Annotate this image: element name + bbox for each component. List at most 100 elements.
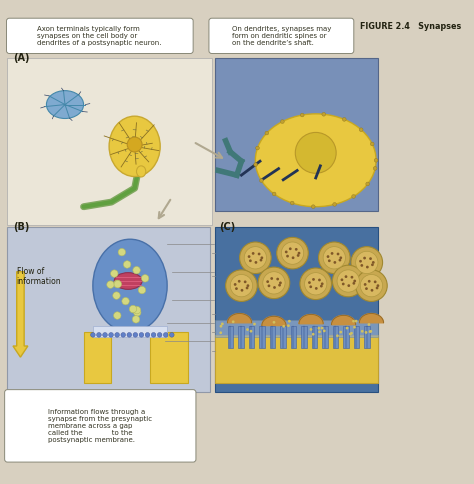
Circle shape (226, 270, 257, 302)
Circle shape (360, 264, 363, 267)
Bar (150, 332, 188, 383)
Circle shape (374, 158, 378, 162)
Text: FIGURE 2.4   Synapses: FIGURE 2.4 Synapses (360, 22, 462, 31)
Polygon shape (331, 316, 356, 325)
Circle shape (139, 333, 144, 337)
Circle shape (276, 278, 279, 280)
Ellipse shape (93, 239, 167, 332)
Circle shape (127, 333, 132, 337)
Circle shape (277, 237, 308, 269)
Circle shape (352, 320, 355, 322)
Circle shape (250, 330, 253, 333)
Circle shape (310, 328, 312, 331)
Circle shape (312, 278, 315, 281)
Circle shape (339, 331, 342, 333)
Circle shape (347, 284, 350, 287)
Bar (216, 58, 378, 212)
Circle shape (363, 257, 366, 259)
Circle shape (298, 252, 301, 255)
Circle shape (123, 261, 131, 268)
Bar (311, 326, 317, 348)
Circle shape (253, 323, 256, 325)
Circle shape (113, 292, 120, 299)
Circle shape (279, 282, 282, 284)
Circle shape (127, 137, 142, 152)
Bar (93, 326, 167, 337)
Bar (8, 227, 210, 393)
Circle shape (110, 270, 118, 277)
Circle shape (272, 192, 276, 196)
Circle shape (114, 280, 121, 287)
Circle shape (350, 332, 353, 334)
Circle shape (109, 333, 113, 337)
Circle shape (97, 333, 101, 337)
Ellipse shape (137, 166, 146, 177)
Text: Flow of
information: Flow of information (17, 267, 61, 287)
Circle shape (219, 332, 222, 334)
Circle shape (273, 286, 276, 289)
Circle shape (278, 284, 281, 287)
FancyBboxPatch shape (5, 390, 196, 462)
Circle shape (353, 326, 356, 329)
Bar (8, 58, 212, 225)
Circle shape (291, 201, 294, 205)
Circle shape (263, 272, 285, 294)
Circle shape (349, 333, 352, 335)
FancyBboxPatch shape (7, 18, 193, 54)
Circle shape (369, 257, 372, 260)
Circle shape (103, 333, 107, 337)
Circle shape (342, 118, 346, 121)
Bar (332, 326, 338, 348)
Circle shape (157, 333, 162, 337)
Circle shape (221, 322, 224, 325)
Circle shape (360, 274, 383, 297)
Circle shape (338, 259, 341, 261)
Bar (343, 326, 348, 348)
Circle shape (255, 146, 259, 150)
Circle shape (107, 281, 114, 288)
Circle shape (312, 333, 315, 335)
Circle shape (336, 334, 339, 337)
Circle shape (295, 248, 298, 251)
Circle shape (282, 325, 285, 328)
Circle shape (318, 279, 321, 281)
Bar (301, 326, 307, 348)
Circle shape (366, 266, 369, 269)
Circle shape (372, 261, 374, 264)
Circle shape (322, 112, 326, 116)
Circle shape (288, 320, 291, 323)
Bar (354, 326, 359, 348)
Circle shape (273, 321, 275, 324)
Circle shape (292, 257, 294, 259)
Circle shape (115, 333, 119, 337)
Circle shape (297, 254, 300, 257)
Circle shape (305, 272, 327, 295)
Bar (259, 326, 264, 348)
Circle shape (267, 285, 270, 287)
Polygon shape (262, 317, 286, 326)
Circle shape (252, 252, 255, 255)
Circle shape (327, 255, 329, 258)
Circle shape (318, 331, 321, 333)
Circle shape (337, 253, 339, 256)
Circle shape (370, 142, 374, 146)
Circle shape (235, 287, 238, 290)
Circle shape (282, 242, 304, 264)
Circle shape (353, 280, 356, 282)
Circle shape (141, 274, 149, 282)
Circle shape (352, 195, 356, 198)
Ellipse shape (114, 272, 142, 289)
Circle shape (241, 289, 243, 292)
Circle shape (230, 274, 253, 297)
Circle shape (133, 333, 137, 337)
Bar (216, 227, 378, 393)
Bar (83, 332, 111, 383)
Circle shape (232, 320, 235, 323)
Text: (A): (A) (13, 53, 29, 63)
Circle shape (318, 327, 320, 330)
Circle shape (219, 325, 222, 328)
Circle shape (374, 166, 377, 170)
Circle shape (333, 202, 337, 206)
Ellipse shape (109, 116, 160, 177)
Circle shape (287, 324, 290, 327)
